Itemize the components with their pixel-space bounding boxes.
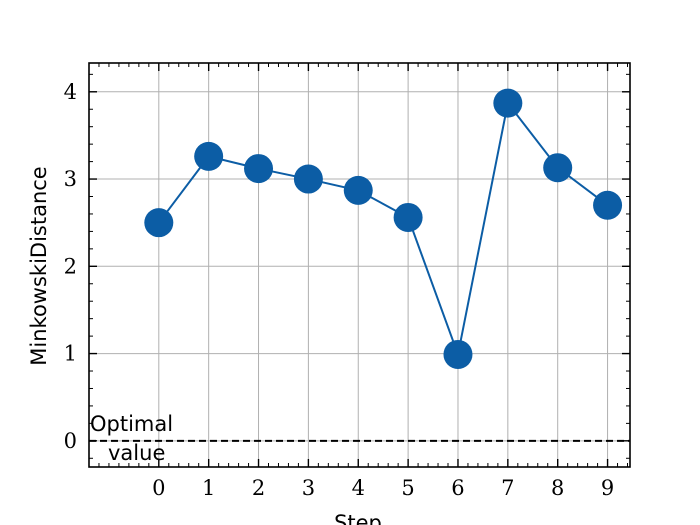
x-tick-label: 9 [601, 476, 614, 500]
y-tick-label: 4 [64, 80, 77, 104]
y-tick-label: 1 [64, 342, 77, 366]
y-tick-label: 0 [64, 429, 77, 453]
x-tick-label: 4 [352, 476, 365, 500]
y-tick-label: 3 [64, 167, 77, 191]
optimal-value-label-line1: Optimal [90, 412, 173, 436]
data-point [493, 88, 523, 118]
x-tick-label: 2 [252, 476, 265, 500]
tick-layer: 0 1 2 3 4 5 6 7 8 9 0 1 2 3 4 [64, 63, 630, 500]
data-point [543, 153, 573, 183]
axes-frame [88, 62, 631, 468]
x-tick-label: 8 [551, 476, 564, 500]
x-tick-label: 5 [401, 476, 414, 500]
y-tick-label: 2 [64, 254, 77, 278]
y-axis-label: MinkowskiDistance [27, 166, 51, 365]
optimal-value-label-line2: value [108, 441, 165, 465]
x-tick-label: 6 [451, 476, 464, 500]
x-tick-label: 0 [152, 476, 165, 500]
data-point [244, 154, 274, 184]
series-layer [144, 88, 623, 369]
data-point [393, 202, 423, 232]
data-point [144, 208, 174, 238]
x-tick-label: 3 [302, 476, 315, 500]
data-point [593, 190, 623, 220]
data-point [443, 339, 473, 369]
x-axis-label: Step [334, 511, 382, 525]
data-point [343, 175, 373, 205]
grid [89, 63, 630, 467]
data-point [293, 164, 323, 194]
x-tick-label: 1 [202, 476, 215, 500]
x-tick-label: 7 [501, 476, 514, 500]
label-layer: Step MinkowskiDistance Optimal value [27, 166, 382, 525]
plot-frame [88, 62, 631, 468]
data-point [194, 141, 224, 171]
series-line [158, 100, 609, 359]
